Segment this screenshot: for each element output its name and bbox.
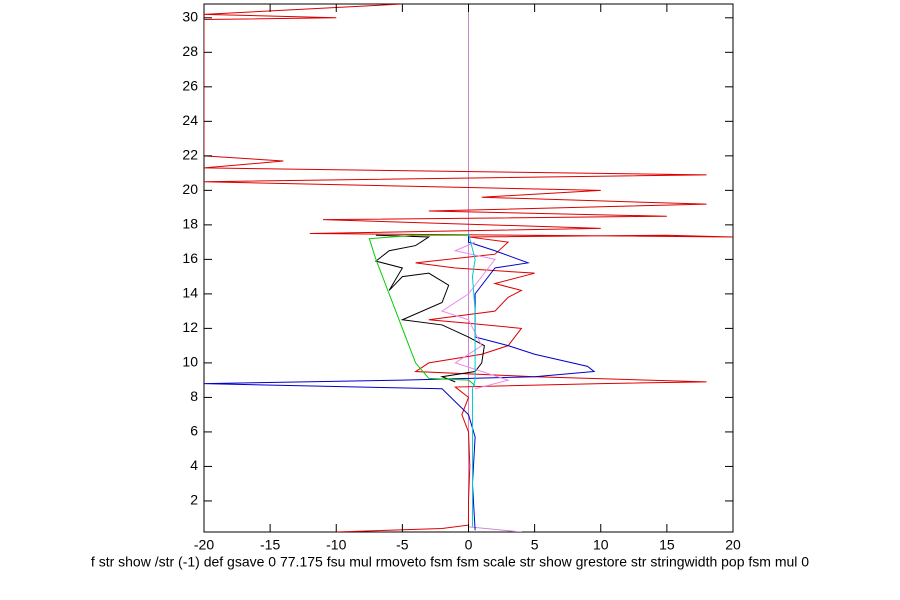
y-tick-label: 26	[182, 78, 198, 94]
y-tick-label: 18	[182, 216, 198, 232]
profile-line	[204, 233, 596, 531]
y-tick-label: 22	[182, 147, 198, 163]
profile-line	[368, 234, 476, 386]
y-tick-label: 14	[182, 285, 198, 301]
x-tick-label: 20	[725, 537, 741, 553]
y-tick-label: 28	[182, 43, 198, 59]
x-tick-label: 0	[465, 537, 473, 553]
y-tick-label: 16	[182, 250, 198, 266]
y-tick-label: 8	[190, 388, 198, 404]
y-tick-label: 12	[182, 319, 198, 335]
y-tick-label: 20	[182, 181, 198, 197]
x-tick-label: -10	[326, 537, 346, 553]
y-tick-label: 10	[182, 354, 198, 370]
y-tick-label: 6	[190, 423, 198, 439]
y-tick-label: 2	[190, 492, 198, 508]
profile-line	[468, 233, 476, 527]
x-tick-label: -5	[396, 537, 409, 553]
plot-area	[204, 4, 733, 532]
profile-line	[204, 4, 733, 532]
x-tick-label: 5	[531, 537, 539, 553]
y-tick-label: 24	[182, 112, 198, 128]
x-axis-label: f str show /str (-1) def gsave 0 77.175 …	[91, 554, 809, 570]
x-tick-label: 15	[659, 537, 675, 553]
x-tick-label: 10	[593, 537, 609, 553]
y-tick-label: 4	[190, 457, 198, 473]
y-tick-label: 30	[182, 9, 198, 25]
profile-line	[440, 241, 510, 390]
x-tick-label: -15	[260, 537, 280, 553]
x-tick-label: -20	[194, 537, 214, 553]
profile-line	[374, 234, 485, 383]
